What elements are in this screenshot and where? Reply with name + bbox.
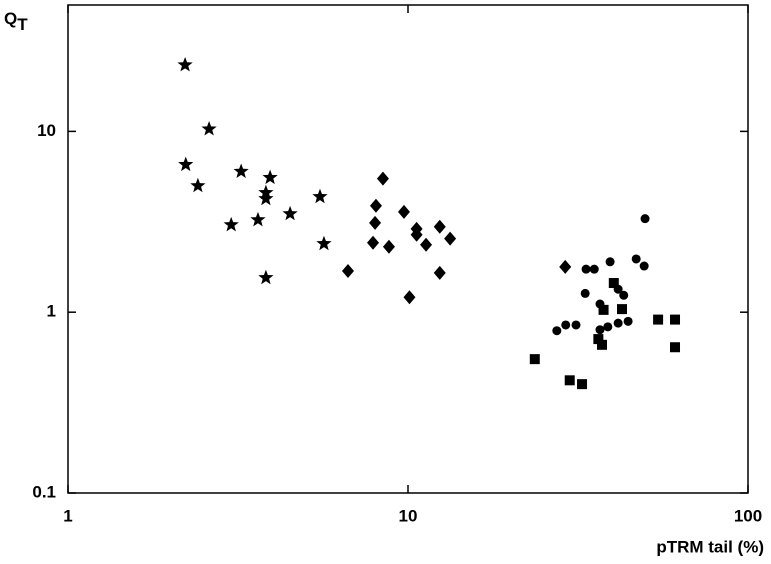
diamond-point bbox=[341, 263, 354, 278]
circle-point bbox=[581, 264, 591, 274]
diamond-point bbox=[369, 198, 382, 213]
square-point bbox=[670, 314, 681, 325]
diamond-point bbox=[444, 231, 457, 246]
circle-point bbox=[639, 261, 649, 271]
x-tick-label: 1 bbox=[63, 506, 72, 525]
star-point bbox=[258, 190, 274, 206]
star-point bbox=[250, 211, 266, 227]
square-point bbox=[564, 375, 575, 386]
star-point bbox=[316, 235, 332, 251]
circle-point bbox=[603, 322, 613, 332]
star-point bbox=[312, 188, 328, 204]
y-axis-label: QT bbox=[4, 9, 28, 34]
star-point bbox=[262, 169, 278, 185]
square-point bbox=[670, 342, 681, 353]
x-axis-label: pTRM tail (%) bbox=[656, 537, 764, 556]
diamond-point bbox=[397, 204, 410, 219]
star-point bbox=[258, 269, 274, 285]
y-tick-label: 1 bbox=[47, 302, 56, 321]
diamond-point bbox=[433, 219, 446, 234]
star-point bbox=[178, 156, 194, 172]
square-point bbox=[598, 304, 609, 315]
square-point bbox=[596, 339, 607, 350]
diamond-point bbox=[382, 239, 395, 254]
circle-point bbox=[589, 264, 599, 274]
circle-point bbox=[595, 325, 605, 335]
y-axis-label-main: Q bbox=[4, 9, 17, 28]
y-axis-label-sub: T bbox=[17, 15, 28, 34]
diamond-point bbox=[403, 290, 416, 305]
star-point bbox=[233, 163, 249, 178]
circle-point bbox=[623, 316, 633, 326]
plot-frame bbox=[67, 4, 749, 494]
y-tick-label: 10 bbox=[37, 121, 56, 140]
circle-point bbox=[571, 320, 581, 330]
star-point bbox=[282, 205, 298, 221]
star-point bbox=[201, 121, 217, 136]
diamond-point bbox=[376, 171, 389, 186]
x-tick-label: 10 bbox=[399, 506, 418, 525]
circle-point bbox=[580, 288, 590, 298]
square-point bbox=[593, 334, 604, 345]
circle-point bbox=[552, 326, 562, 336]
diamond-point bbox=[369, 215, 382, 230]
star-point bbox=[190, 177, 206, 193]
star-point bbox=[177, 56, 193, 72]
circle-point bbox=[561, 320, 571, 330]
square-point bbox=[653, 314, 664, 325]
circle-point bbox=[613, 318, 623, 328]
square-point bbox=[577, 379, 588, 390]
square-point bbox=[529, 354, 540, 365]
diamond-point bbox=[559, 259, 572, 274]
diamond-point bbox=[420, 237, 433, 252]
square-point bbox=[616, 304, 627, 315]
y-tick-label: 0.1 bbox=[32, 482, 56, 501]
circle-point bbox=[631, 254, 641, 264]
x-tick-label: 100 bbox=[734, 506, 762, 525]
circle-point bbox=[619, 290, 629, 300]
star-point bbox=[223, 216, 239, 232]
diamond-point bbox=[433, 265, 446, 280]
circle-point bbox=[605, 257, 615, 267]
diamond-point bbox=[410, 227, 423, 242]
square-point bbox=[608, 278, 619, 289]
circle-point bbox=[640, 214, 650, 224]
diamond-point bbox=[367, 235, 380, 250]
